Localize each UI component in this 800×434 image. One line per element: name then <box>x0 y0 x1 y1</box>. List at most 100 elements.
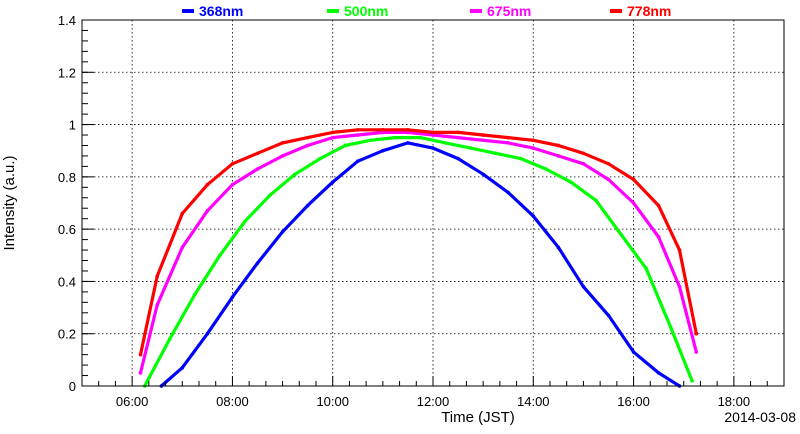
series-point-675nm <box>606 177 611 182</box>
x-tick-label: 12:00 <box>417 394 450 409</box>
series-point-368nm <box>556 245 561 250</box>
series-point-675nm <box>381 130 385 135</box>
series-point-500nm <box>318 156 322 161</box>
series-point-368nm <box>355 159 360 163</box>
series-point-500nm <box>594 198 598 203</box>
series-point-778nm <box>330 130 335 135</box>
series-line-778nm <box>138 128 698 357</box>
series-point-778nm <box>205 182 210 187</box>
series-point-500nm <box>343 143 348 148</box>
series-point-675nm <box>556 154 561 158</box>
series-line-675nm <box>138 130 698 375</box>
series-point-778nm <box>305 135 310 140</box>
series-point-675nm <box>280 154 285 158</box>
series-point-500nm <box>268 193 272 197</box>
series-point-500nm <box>443 141 448 145</box>
series-point-368nm <box>531 214 536 218</box>
x-tick-label: 10:00 <box>316 394 349 409</box>
series-point-368nm <box>606 313 611 318</box>
series-point-675nm <box>506 141 511 145</box>
series-point-500nm <box>644 266 648 271</box>
series-point-778nm <box>255 151 260 156</box>
x-axis-title: Time (JST) <box>441 409 515 426</box>
series-point-500nm <box>569 180 573 184</box>
grid-lines <box>82 20 784 386</box>
series-point-368nm <box>581 284 586 289</box>
series-point-500nm <box>418 135 423 140</box>
series-point-500nm <box>619 232 623 237</box>
series-point-500nm <box>669 326 673 331</box>
series-point-368nm <box>506 190 511 195</box>
y-tick-label: 0.6 <box>58 222 76 237</box>
series-point-500nm <box>518 156 523 161</box>
series-point-368nm <box>305 203 310 208</box>
series-point-368nm <box>180 365 185 370</box>
series-point-500nm <box>393 135 398 140</box>
series-layer <box>138 128 699 388</box>
series-point-675nm <box>155 303 160 307</box>
axis-ticks <box>81 19 785 387</box>
series-point-778nm <box>631 177 636 182</box>
date-label: 2014-03-08 <box>724 409 796 425</box>
series-point-778nm <box>506 135 511 140</box>
x-tick-label: 18:00 <box>718 394 751 409</box>
series-point-675nm <box>406 130 410 135</box>
series-point-675nm <box>581 161 586 166</box>
series-point-778nm <box>481 133 485 137</box>
series-point-675nm <box>138 371 143 375</box>
series-point-368nm <box>255 261 260 265</box>
series-point-500nm <box>293 172 297 177</box>
y-tick-label: 0.4 <box>58 274 76 289</box>
series-point-675nm <box>531 146 536 150</box>
x-tick-label: 16:00 <box>617 394 650 409</box>
series-point-675nm <box>481 138 485 143</box>
series-point-500nm <box>690 378 694 383</box>
legend-label-500nm: 500nm <box>344 3 388 19</box>
series-point-675nm <box>180 245 185 250</box>
x-tick-label: 06:00 <box>116 394 149 409</box>
series-point-675nm <box>305 143 310 148</box>
series-point-778nm <box>230 161 235 166</box>
y-tick-label: 0 <box>69 379 76 394</box>
series-point-675nm <box>656 235 661 239</box>
series-point-778nm <box>431 130 435 135</box>
series-point-500nm <box>218 253 222 258</box>
y-tick-label: 0.8 <box>58 170 76 185</box>
series-point-500nm <box>544 167 548 171</box>
series-point-675nm <box>205 209 210 213</box>
series-point-778nm <box>606 161 611 166</box>
series-point-778nm <box>406 128 410 132</box>
series-point-778nm <box>381 128 385 132</box>
series-point-778nm <box>456 130 460 135</box>
series-point-500nm <box>193 292 197 297</box>
series-point-500nm <box>493 151 498 156</box>
series-point-675nm <box>431 133 435 137</box>
series-point-368nm <box>381 148 385 153</box>
series-point-500nm <box>243 219 247 224</box>
x-tick-label: 08:00 <box>216 394 249 409</box>
series-line-368nm <box>159 141 682 388</box>
series-point-778nm <box>656 203 661 208</box>
series-point-675nm <box>677 284 682 289</box>
series-point-368nm <box>280 229 285 234</box>
legend-label-675nm: 675nm <box>487 3 531 19</box>
y-tick-label: 1.4 <box>58 13 76 28</box>
series-point-675nm <box>456 135 460 140</box>
series-point-778nm <box>556 143 561 148</box>
y-tick-label: 1.2 <box>58 65 76 80</box>
series-point-778nm <box>581 151 586 156</box>
series-point-778nm <box>677 248 682 252</box>
y-axis-title: Intensity (a.u.) <box>1 155 18 250</box>
series-point-778nm <box>355 128 360 132</box>
legend-label-778nm: 778nm <box>627 3 671 19</box>
series-point-368nm <box>431 146 435 150</box>
series-point-368nm <box>631 350 636 354</box>
series-point-368nm <box>656 371 661 375</box>
series-point-675nm <box>330 135 335 140</box>
legend: 368nm 500nm 675nm 778nm <box>182 3 671 19</box>
series-point-500nm <box>468 146 473 150</box>
series-point-778nm <box>138 352 143 357</box>
legend-label-368nm: 368nm <box>199 3 243 19</box>
